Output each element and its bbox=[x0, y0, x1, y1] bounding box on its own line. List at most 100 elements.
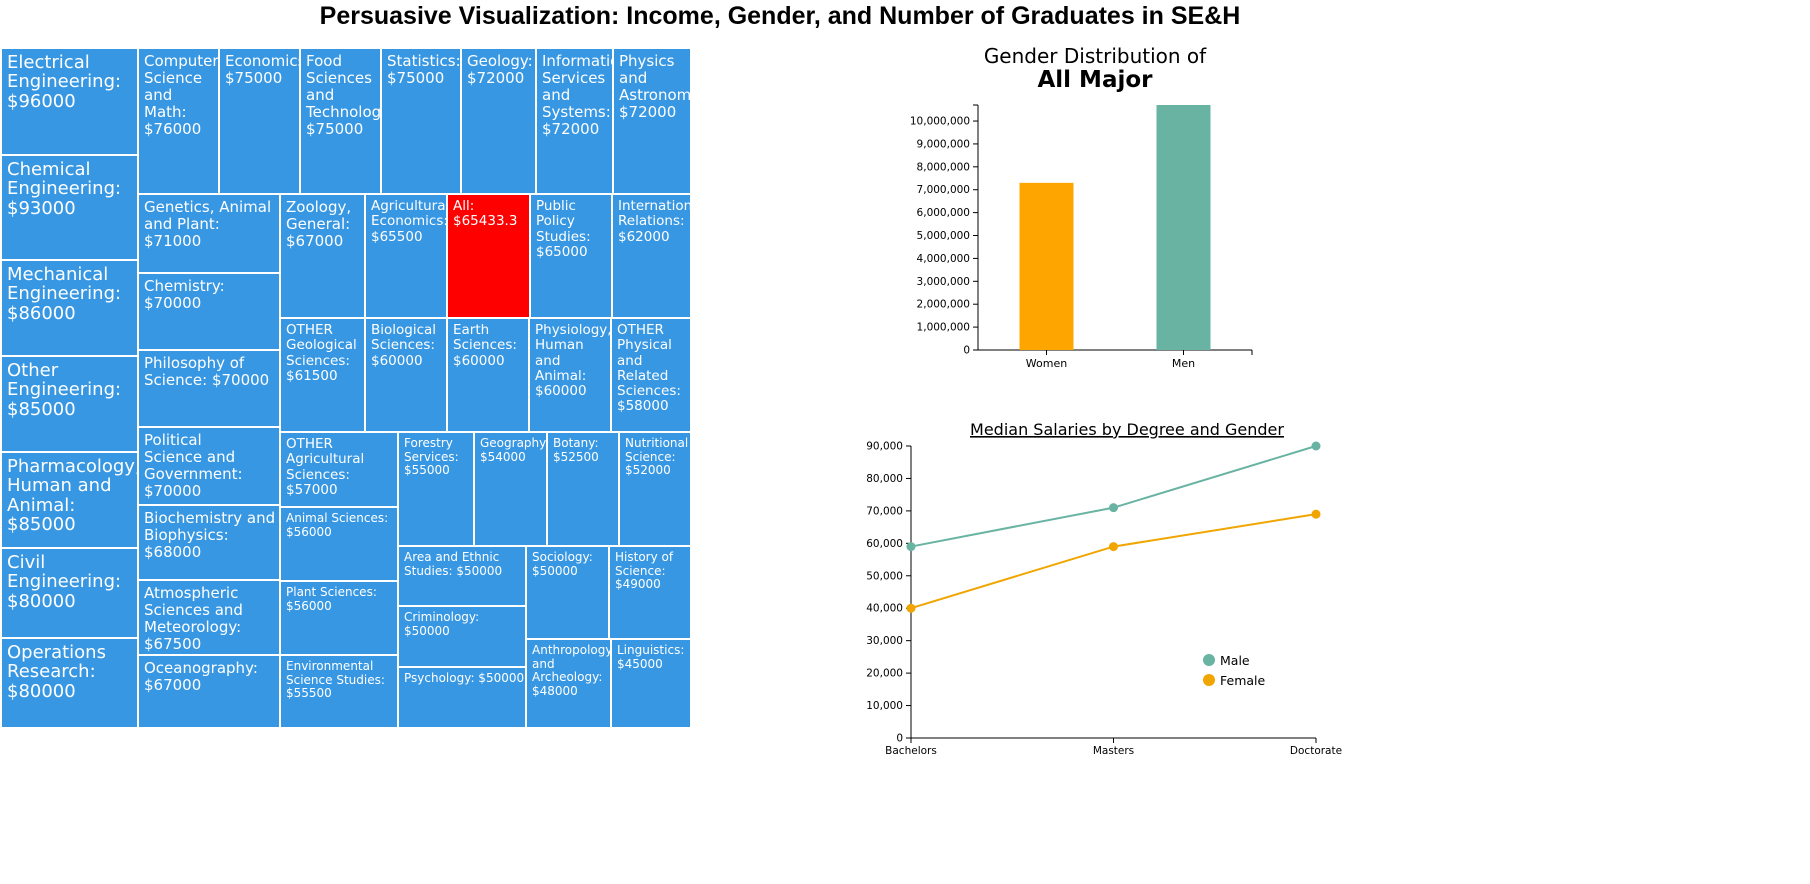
treemap-tile-label: Environmental Science Studies: $55500 bbox=[286, 659, 385, 701]
treemap-tile-nutritional-science[interactable]: Nutritional Science: $52000 bbox=[620, 433, 692, 547]
treemap-tile-label: Public Policy Studies: $65000 bbox=[536, 198, 591, 260]
treemap-tile-label: Linguistics: $45000 bbox=[617, 643, 685, 671]
series-line-male bbox=[910, 445, 1317, 548]
treemap-tile-operations-research[interactable]: Operations Research: $80000 bbox=[2, 639, 139, 729]
treemap-tile-botany[interactable]: Botany: $52500 bbox=[548, 433, 620, 547]
treemap-tile-label: Civil Engineering: $80000 bbox=[7, 552, 122, 612]
bar-men bbox=[1156, 105, 1211, 350]
treemap-tile-environmental-science[interactable]: Environmental Science Studies: $55500 bbox=[281, 656, 399, 729]
treemap-tile-label: Botany: $52500 bbox=[553, 436, 599, 464]
treemap-tile-label: Atmospheric Sciences and Meteorology: $6750… bbox=[144, 584, 243, 653]
treemap-tile-label: Psychology: $50000 bbox=[404, 671, 525, 685]
treemap-tile-label: Oceanography: $67000 bbox=[144, 659, 258, 694]
treemap-tile-zoology[interactable]: Zoology, General: $67000 bbox=[281, 195, 366, 319]
treemap-tile-label: Economics:$75000 bbox=[225, 52, 299, 87]
median-salaries-chart: Median Salaries by Degree and Gender 0 10,… bbox=[866, 420, 1342, 757]
treemap-tile-psychology[interactable]: Psychology: $50000 bbox=[399, 668, 527, 729]
page-title: Persuasive Visualization: Income, Gender… bbox=[319, 2, 1241, 30]
treemap-tile-information-services[interactable]: InformationServicesandSystems:$72000 bbox=[537, 49, 614, 195]
treemap-tile-atmospheric-sciences[interactable]: Atmospheric Sciences and Meteorology: $6750… bbox=[139, 581, 281, 656]
line-x-tick-label: Bachelors bbox=[885, 745, 937, 757]
bar-y-tick-label: 5,000,000 bbox=[917, 230, 970, 242]
treemap-tile-mechanical-engineering[interactable]: Mechanical Engineering: $86000 bbox=[2, 261, 139, 357]
treemap-tile-oceanography[interactable]: Oceanography: $67000 bbox=[139, 656, 281, 729]
treemap-tile-label: InternationalRelations:$62000 bbox=[618, 198, 692, 245]
treemap-tile-civil-engineering[interactable]: Civil Engineering: $80000 bbox=[2, 549, 139, 639]
treemap-tile-all[interactable]: All: $65433.3 bbox=[448, 195, 531, 319]
treemap-tile-computer-science-math[interactable]: Computer Science and Math: $76000 bbox=[139, 49, 220, 195]
legend-label-male: Male bbox=[1220, 653, 1250, 668]
treemap-tile-anthropology[interactable]: Anthropology and Archeology: $48000 bbox=[527, 640, 612, 729]
treemap-tile-other-engineering[interactable]: Other Engineering: $85000 bbox=[2, 357, 139, 453]
treemap-tile-label: Mechanical Engineering: $86000 bbox=[7, 264, 122, 324]
treemap-tile-label: Chemical Engineering: $93000 bbox=[7, 159, 122, 219]
treemap-tile-genetics[interactable]: Genetics, Animal and Plant: $71000 bbox=[139, 195, 281, 274]
treemap-tile-plant-sciences[interactable]: Plant Sciences: $56000 bbox=[281, 582, 399, 656]
bar-y-tick-label: 0 bbox=[963, 345, 970, 357]
treemap-tile-political-science[interactable]: Political Science and Government: $70000 bbox=[139, 428, 281, 506]
treemap-tile-label: History of Science: $49000 bbox=[615, 550, 674, 592]
treemap-tile-sociology[interactable]: Sociology: $50000 bbox=[527, 547, 610, 640]
treemap-tile-statistics[interactable]: Statistics: $75000 bbox=[382, 49, 462, 195]
line-y-tick-label: 60,000 bbox=[866, 538, 903, 550]
treemap-tile-other-physical[interactable]: OTHER Physical and Related Sciences: $58000 bbox=[612, 319, 692, 433]
line-x-tick-label: Doctorate bbox=[1290, 745, 1342, 757]
treemap-tile-label: Operations Research: $80000 bbox=[7, 642, 106, 702]
treemap-tile-pharmacology[interactable]: Pharmacology, Human and Animal: $85000 bbox=[2, 453, 139, 549]
treemap-tile-label: Physiology, Human and Animal: $60000 bbox=[535, 322, 612, 399]
treemap-tile-label: Genetics, Animal and Plant: $71000 bbox=[144, 198, 272, 250]
treemap-tile-label: Forestry Services: $55000 bbox=[404, 436, 459, 478]
treemap-tile-electrical-engineering[interactable]: Electrical Engineering: $96000 bbox=[2, 49, 139, 156]
line-y-tick-label: 80,000 bbox=[866, 473, 903, 485]
treemap-tile-label: Computer Science and Math: $76000 bbox=[144, 52, 219, 138]
treemap-tile-label: Plant Sciences: $56000 bbox=[286, 585, 377, 613]
treemap-tile-criminology[interactable]: Criminology: $50000 bbox=[399, 607, 527, 668]
treemap-tile-other-geological[interactable]: OTHER Geological Sciences: $61500 bbox=[281, 319, 366, 433]
treemap-tile-other-agricultural[interactable]: OTHER Agricultural Sciences: $57000 bbox=[281, 433, 399, 508]
bar-x-tick-label: Women bbox=[1026, 357, 1067, 370]
treemap-tile-label: OTHER Agricultural Sciences: $57000 bbox=[286, 436, 365, 498]
treemap-tile-physiology[interactable]: Physiology, Human and Animal: $60000 bbox=[530, 319, 612, 433]
legend-marker-female bbox=[1203, 674, 1215, 686]
bar-x-tick-label: Men bbox=[1172, 357, 1195, 370]
treemap-tile-forestry[interactable]: Forestry Services: $55000 bbox=[399, 433, 475, 547]
treemap-tile-geology[interactable]: Geology: $72000 bbox=[462, 49, 537, 195]
treemap-tile-economics[interactable]: Economics:$75000 bbox=[220, 49, 301, 195]
treemap-tile-public-policy[interactable]: Public Policy Studies: $65000 bbox=[531, 195, 613, 319]
treemap-tile-physics-astronomy[interactable]: PhysicsandAstronomy:$72000 bbox=[614, 49, 692, 195]
treemap-tile-history-of-science[interactable]: History of Science: $49000 bbox=[610, 547, 692, 640]
treemap-tile-biochemistry[interactable]: Biochemistry and Biophysics: $68000 bbox=[139, 506, 281, 581]
bar-women bbox=[1019, 182, 1074, 350]
treemap-tile-biological-sciences[interactable]: Biological Sciences: $60000 bbox=[366, 319, 448, 433]
treemap-tile-label: Biochemistry and Biophysics: $68000 bbox=[144, 509, 276, 561]
treemap-tile-label: Agricultural Economics: $65500 bbox=[371, 198, 448, 245]
treemap-tile-label: Nutritional Science: $52000 bbox=[625, 436, 689, 478]
treemap-tile-agricultural-economics[interactable]: Agricultural Economics: $65500 bbox=[366, 195, 448, 319]
treemap-tile-geography[interactable]: Geography: $54000 bbox=[475, 433, 548, 547]
treemap-tile-area-ethnic-studies[interactable]: Area and Ethnic Studies: $50000 bbox=[399, 547, 527, 607]
series-point-male bbox=[906, 542, 916, 552]
treemap-tile-label: OTHER Physical and Related Sciences: $58000 bbox=[617, 322, 681, 415]
treemap-tile-label: PhysicsandAstronomy:$72000 bbox=[619, 52, 692, 121]
line-y-tick-label: 0 bbox=[896, 733, 903, 745]
treemap-tile-earth-sciences[interactable]: Earth Sciences: $60000 bbox=[448, 319, 530, 433]
treemap-tile-chemical-engineering[interactable]: Chemical Engineering: $93000 bbox=[2, 156, 139, 261]
treemap-tile-linguistics[interactable]: Linguistics: $45000 bbox=[612, 640, 692, 729]
line-y-tick-label: 40,000 bbox=[866, 603, 903, 615]
series-point-female bbox=[1109, 542, 1118, 552]
treemap-tile-label: Area and Ethnic Studies: $50000 bbox=[404, 550, 503, 578]
series-point-female bbox=[906, 603, 916, 613]
treemap-tile-label: OTHER Geological Sciences: $61500 bbox=[286, 322, 357, 384]
legend-label-female: Female bbox=[1220, 673, 1266, 688]
salary-treemap: Electrical Engineering: $96000 Chemical Engi… bbox=[2, 49, 692, 729]
treemap-tile-food-sciences[interactable]: Food Sciences and Technology $75000 bbox=[301, 49, 382, 195]
treemap-tile-philosophy-of-science[interactable]: Philosophy of Science: $70000 bbox=[139, 351, 281, 428]
treemap-tile-animal-sciences[interactable]: Animal Sciences: $56000 bbox=[281, 508, 399, 582]
treemap-tile-international-relations[interactable]: InternationalRelations:$62000 bbox=[613, 195, 692, 319]
treemap-tile-chemistry[interactable]: Chemistry: $70000 bbox=[139, 274, 281, 351]
treemap-tile-label: Pharmacology, Human and Animal: $85000 bbox=[7, 456, 139, 536]
bar-y-tick-label: 2,000,000 bbox=[917, 299, 970, 311]
treemap-tile-label: Other Engineering: $85000 bbox=[7, 360, 122, 420]
treemap-tile-label: Geology: $72000 bbox=[467, 52, 533, 87]
treemap-tile-label: Criminology: $50000 bbox=[404, 610, 480, 638]
